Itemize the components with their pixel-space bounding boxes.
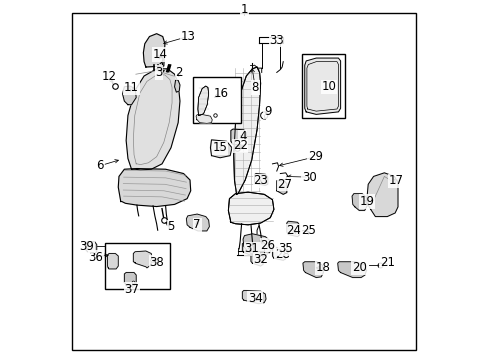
Polygon shape bbox=[276, 181, 286, 194]
Polygon shape bbox=[210, 140, 231, 158]
Text: 22: 22 bbox=[232, 139, 247, 152]
Text: 3: 3 bbox=[155, 66, 163, 79]
Text: 26: 26 bbox=[260, 239, 275, 252]
Text: 13: 13 bbox=[180, 30, 195, 43]
Text: 36: 36 bbox=[88, 251, 103, 264]
Polygon shape bbox=[198, 86, 208, 116]
Text: 34: 34 bbox=[247, 292, 262, 305]
Polygon shape bbox=[186, 214, 209, 231]
Text: 5: 5 bbox=[167, 220, 174, 233]
Text: 21: 21 bbox=[379, 256, 394, 269]
Polygon shape bbox=[124, 273, 136, 286]
Polygon shape bbox=[351, 194, 366, 211]
Polygon shape bbox=[304, 58, 340, 114]
Polygon shape bbox=[254, 174, 267, 185]
Polygon shape bbox=[250, 253, 263, 266]
Text: 11: 11 bbox=[124, 81, 139, 94]
Text: 23: 23 bbox=[253, 174, 267, 187]
Polygon shape bbox=[143, 34, 164, 67]
Polygon shape bbox=[242, 243, 253, 255]
Text: 9: 9 bbox=[264, 105, 271, 118]
Text: 27: 27 bbox=[277, 178, 291, 191]
Text: 32: 32 bbox=[253, 253, 267, 266]
Text: 8: 8 bbox=[251, 81, 259, 94]
Text: 25: 25 bbox=[300, 224, 315, 238]
Polygon shape bbox=[272, 247, 285, 260]
Text: 16: 16 bbox=[213, 87, 228, 100]
Bar bbox=[105, 243, 169, 289]
Text: 33: 33 bbox=[269, 33, 284, 47]
Text: 7: 7 bbox=[193, 218, 201, 231]
Text: 18: 18 bbox=[315, 261, 329, 274]
Polygon shape bbox=[286, 221, 300, 237]
Text: 6: 6 bbox=[97, 159, 104, 172]
Text: 12: 12 bbox=[101, 69, 116, 82]
Polygon shape bbox=[174, 80, 180, 92]
Polygon shape bbox=[366, 173, 397, 217]
Polygon shape bbox=[303, 262, 323, 278]
Polygon shape bbox=[122, 86, 136, 105]
Text: 20: 20 bbox=[351, 261, 366, 274]
Polygon shape bbox=[86, 242, 97, 253]
Text: 15: 15 bbox=[212, 141, 227, 154]
Polygon shape bbox=[133, 251, 152, 268]
Text: 37: 37 bbox=[124, 283, 139, 296]
Polygon shape bbox=[107, 253, 118, 269]
Text: 30: 30 bbox=[301, 171, 316, 184]
Polygon shape bbox=[243, 234, 272, 256]
Text: 29: 29 bbox=[307, 150, 323, 163]
Text: 24: 24 bbox=[286, 224, 301, 238]
Text: 28: 28 bbox=[274, 248, 289, 261]
Text: 31: 31 bbox=[244, 242, 259, 255]
Polygon shape bbox=[118, 168, 190, 207]
Polygon shape bbox=[228, 192, 273, 225]
Text: 39: 39 bbox=[79, 240, 94, 253]
Text: 38: 38 bbox=[149, 256, 163, 269]
Polygon shape bbox=[126, 69, 180, 170]
Text: 2: 2 bbox=[175, 66, 183, 79]
Polygon shape bbox=[233, 67, 260, 194]
Polygon shape bbox=[242, 291, 265, 304]
Text: 17: 17 bbox=[387, 174, 403, 187]
Text: 4: 4 bbox=[239, 130, 246, 144]
Text: 10: 10 bbox=[321, 80, 336, 93]
Polygon shape bbox=[230, 129, 246, 145]
Polygon shape bbox=[196, 114, 212, 123]
Text: 19: 19 bbox=[359, 195, 374, 208]
Text: 14: 14 bbox=[152, 48, 167, 61]
Text: 1: 1 bbox=[240, 3, 248, 16]
Polygon shape bbox=[337, 262, 366, 278]
Bar bbox=[192, 77, 241, 123]
Bar bbox=[301, 54, 344, 118]
Text: 35: 35 bbox=[278, 242, 292, 255]
Circle shape bbox=[260, 112, 267, 119]
